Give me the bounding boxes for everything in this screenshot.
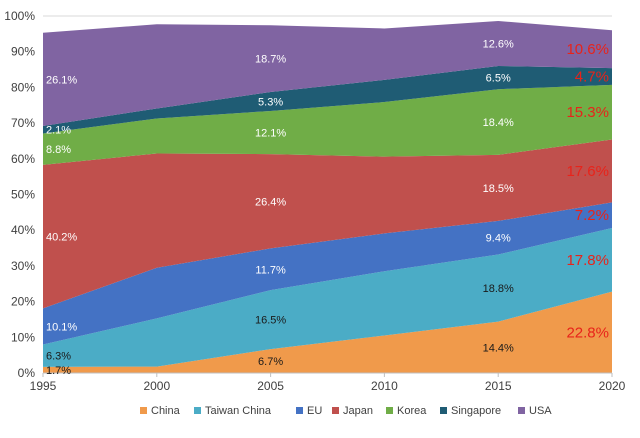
data-label: 14.4% (483, 342, 514, 354)
data-label: 6.5% (486, 73, 511, 85)
data-label: 12.6% (483, 38, 514, 50)
y-tick-label: 30% (11, 259, 35, 273)
y-tick-label: 20% (11, 295, 35, 309)
data-label: 17.6% (566, 163, 609, 180)
area-usa (43, 21, 612, 126)
legend-swatch (332, 407, 339, 414)
data-label: 1.7% (46, 365, 71, 377)
y-tick-label: 0% (18, 366, 36, 380)
data-label: 2.1% (46, 125, 71, 137)
y-tick-label: 50% (11, 188, 35, 202)
x-tick-label: 2020 (599, 379, 626, 393)
x-tick-label: 2010 (371, 379, 398, 393)
area-china (43, 291, 612, 373)
data-label: 18.7% (255, 54, 286, 66)
area-singapore (43, 65, 612, 134)
data-label: 12.1% (255, 128, 286, 140)
y-tick-label: 60% (11, 152, 35, 166)
y-tick-label: 90% (11, 45, 35, 59)
area-eu (43, 202, 612, 345)
data-label: 18.5% (483, 183, 514, 195)
data-label: 26.4% (255, 196, 286, 208)
area-korea (43, 84, 612, 165)
x-tick-label: 1995 (30, 379, 57, 393)
y-tick-label: 10% (11, 330, 35, 344)
legend-label: Taiwan China (205, 405, 272, 417)
data-label: 16.5% (255, 315, 286, 327)
x-tick-label: 2000 (143, 379, 170, 393)
legend-label: Japan (343, 405, 373, 417)
y-tick-label: 40% (11, 223, 35, 237)
data-labels: 1.7% 6.7% 14.4% 22.8% 6.3% 16.5% 18.8% 17.8% 10.… (46, 38, 609, 376)
data-label: 9.4% (486, 233, 511, 245)
axes: 0% 10% 20% 30% 40% 50% 60% 70% 80% 90% 100% 1995 200… (4, 9, 625, 393)
data-label: 7.2% (575, 207, 609, 224)
data-label: 18.4% (483, 117, 514, 129)
legend-swatch (440, 407, 447, 414)
legend-label: EU (307, 405, 322, 417)
x-tick-label: 2005 (257, 379, 284, 393)
area-series (43, 21, 612, 373)
legend-swatch (194, 407, 201, 414)
legend: China Taiwan China EU Japan Korea Singapore US… (140, 405, 552, 417)
area-japan (43, 139, 612, 309)
data-label: 10.1% (46, 321, 77, 333)
y-tick-label: 100% (4, 9, 35, 23)
legend-swatch (140, 407, 147, 414)
legend-label: China (151, 405, 181, 417)
legend-swatch (296, 407, 303, 414)
data-label: 17.8% (566, 252, 609, 269)
data-label: 15.3% (566, 104, 609, 121)
legend-swatch (518, 407, 525, 414)
legend-label: USA (529, 405, 552, 417)
area-taiwan-china (43, 228, 612, 367)
data-label: 4.7% (575, 69, 609, 86)
y-tick-label: 70% (11, 116, 35, 130)
data-label: 40.2% (46, 232, 77, 244)
data-label: 22.8% (566, 324, 609, 341)
data-label: 11.7% (255, 264, 286, 276)
data-label: 10.6% (566, 41, 609, 58)
legend-swatch (386, 407, 393, 414)
data-label: 18.8% (483, 283, 514, 295)
legend-label: Korea (397, 405, 427, 417)
data-label: 26.1% (46, 74, 77, 86)
data-label: 6.7% (258, 356, 283, 368)
y-tick-label: 80% (11, 80, 35, 94)
x-tick-label: 2015 (485, 379, 512, 393)
data-label: 6.3% (46, 351, 71, 363)
data-label: 5.3% (258, 97, 283, 109)
data-label: 8.8% (46, 144, 71, 156)
legend-label: Singapore (451, 405, 501, 417)
